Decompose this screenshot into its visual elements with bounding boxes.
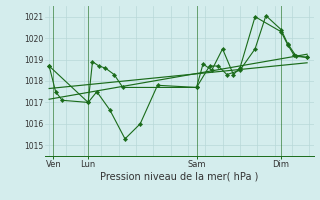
X-axis label: Pression niveau de la mer( hPa ): Pression niveau de la mer( hPa ) [100,172,258,182]
